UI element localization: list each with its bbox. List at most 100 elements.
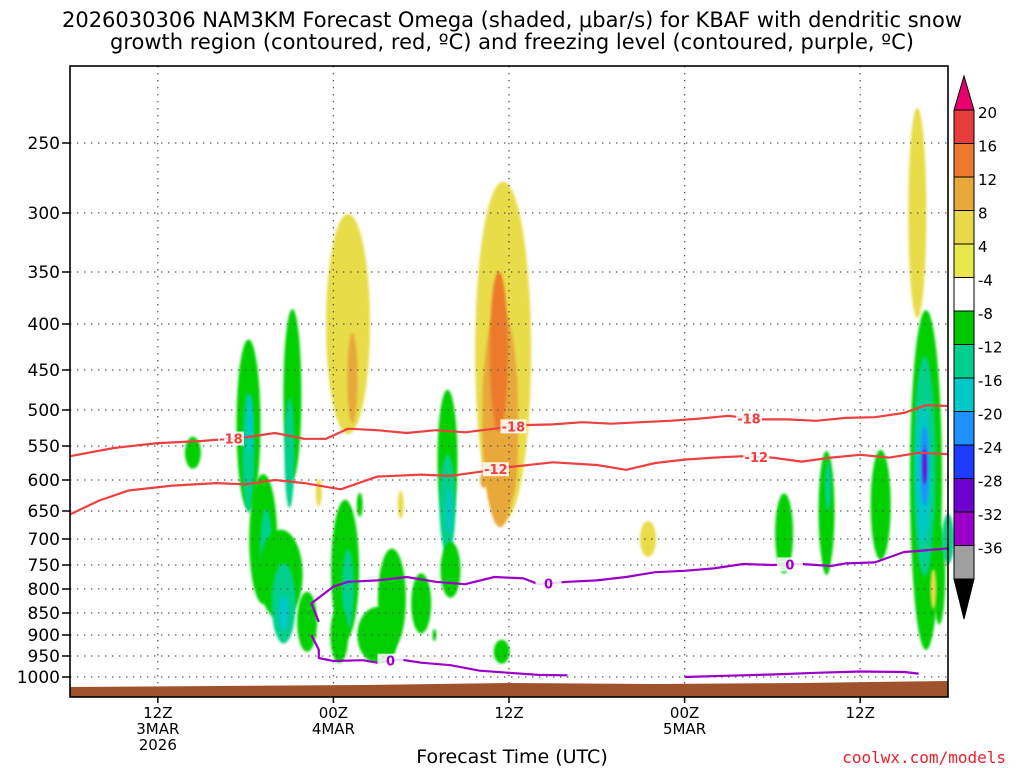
x-tick-label-6-2: 2026 bbox=[139, 736, 177, 754]
contour-label-bg-5 bbox=[535, 576, 562, 591]
terrain-ground bbox=[70, 681, 948, 697]
contour-label-3: -12 bbox=[484, 463, 508, 478]
colorbar-segment-6 bbox=[953, 277, 975, 312]
y-tick-label-850: 850 bbox=[28, 604, 60, 624]
x-axis-label: Forecast Time (UTC) bbox=[416, 746, 608, 768]
x-tick-label-30-0: 12Z bbox=[494, 704, 523, 722]
omega-region-18 bbox=[342, 549, 354, 629]
colorbar-label-4: 4 bbox=[978, 238, 988, 256]
x-tick-label-6-1: 3MAR bbox=[136, 720, 179, 738]
omega-region-10 bbox=[278, 595, 289, 631]
colorbar-bottom-arrow bbox=[953, 578, 975, 620]
colorbar-segment-1 bbox=[953, 109, 975, 144]
colorbar-top-arrow bbox=[953, 74, 975, 111]
x-tick-label-6-0: 12Z bbox=[143, 704, 172, 722]
colorbar-segment-2 bbox=[953, 143, 975, 178]
y-tick-label-450: 450 bbox=[28, 361, 60, 381]
colorbar-segment-13 bbox=[953, 511, 975, 546]
y-tick-label-700: 700 bbox=[28, 530, 60, 550]
colorbar: 20 16 12 8 4 -4 -8 -12 -16 -20 -24 -28 -32 -36 bbox=[953, 74, 1003, 620]
omega-region-15 bbox=[356, 492, 363, 517]
omega-region-40 bbox=[870, 449, 891, 560]
x-tick-label-18-0: 00Z bbox=[319, 704, 348, 722]
y-tick-label-550: 550 bbox=[28, 437, 60, 457]
contour-label-bg-0 bbox=[217, 431, 244, 446]
colorbar-label-13: -36 bbox=[978, 540, 1003, 558]
omega-region-13 bbox=[347, 333, 358, 423]
colorbar-label-2: 12 bbox=[978, 171, 997, 189]
contour-line--18-0 bbox=[69, 404, 949, 458]
colorbar-segment-4 bbox=[953, 210, 975, 245]
colorbar-label-1: 16 bbox=[978, 138, 997, 156]
omega-region-16 bbox=[397, 490, 404, 519]
y-tick-label-300: 300 bbox=[28, 204, 60, 224]
contour-label-7: 0 bbox=[386, 655, 395, 670]
colorbar-segment-14 bbox=[953, 545, 975, 580]
contour-label-bg-2 bbox=[735, 411, 762, 426]
contour-label-1: -18 bbox=[502, 420, 526, 435]
y-tick-label-1000: 1000 bbox=[17, 668, 60, 688]
x-tick-label-42-0: 00Z bbox=[670, 704, 699, 722]
contour-line-0-2 bbox=[310, 547, 949, 623]
y-tick-label-650: 650 bbox=[28, 502, 60, 522]
contour-line--12-1 bbox=[69, 451, 949, 516]
colorbar-segment-11 bbox=[953, 444, 975, 479]
colorbar-segment-8 bbox=[953, 344, 975, 379]
omega-region-0 bbox=[184, 436, 201, 469]
contour-label-4: -12 bbox=[745, 451, 769, 466]
contour-label-6: 0 bbox=[785, 558, 794, 573]
y-tick-label-800: 800 bbox=[28, 580, 60, 600]
colorbar-label-3: 8 bbox=[978, 205, 988, 223]
colorbar-label-9: -20 bbox=[978, 406, 1003, 424]
y-tick-label-950: 950 bbox=[28, 647, 60, 667]
colorbar-label-11: -28 bbox=[978, 473, 1003, 491]
colorbar-label-10: -24 bbox=[978, 439, 1003, 457]
omega-region-31 bbox=[489, 271, 508, 432]
contour-line-0-4 bbox=[684, 670, 919, 679]
omega-region-12 bbox=[326, 214, 370, 434]
x-tick-label-18-1: 4MAR bbox=[312, 720, 355, 738]
omega-region-38 bbox=[825, 461, 831, 512]
colorbar-label-7: -12 bbox=[978, 339, 1003, 357]
omega-region-19 bbox=[330, 607, 349, 663]
omega-region-36 bbox=[775, 493, 794, 574]
colorbar-label-12: -32 bbox=[978, 506, 1003, 524]
omega-region-34 bbox=[493, 639, 510, 664]
grid-lines bbox=[70, 66, 948, 697]
x-tick-label-42-1: 5MAR bbox=[663, 720, 706, 738]
colorbar-label-8: -16 bbox=[978, 372, 1003, 390]
contour-label-bg-3 bbox=[482, 462, 509, 477]
omega-region-7 bbox=[284, 397, 295, 508]
credit-link[interactable]: coolwx.com/models bbox=[842, 748, 1006, 767]
colorbar-segment-7 bbox=[953, 310, 975, 345]
colorbar-segment-9 bbox=[953, 377, 975, 412]
omega-region-45 bbox=[922, 448, 927, 485]
colorbar-segment-12 bbox=[953, 478, 975, 513]
contour-label-bg-1 bbox=[500, 419, 527, 434]
omega-region-14 bbox=[315, 478, 322, 507]
colorbar-label-6: -8 bbox=[978, 305, 993, 323]
y-axis-ticks: 2503003504004505005506006507007508008509… bbox=[17, 134, 70, 688]
omega-region-47 bbox=[930, 569, 937, 609]
omega-region-3 bbox=[247, 394, 253, 455]
contour-label-bg-4 bbox=[743, 449, 770, 464]
y-tick-label-500: 500 bbox=[28, 401, 60, 421]
contour-label-2: -18 bbox=[737, 412, 761, 427]
omega-region-21 bbox=[411, 573, 432, 634]
chart-title-line-1: 2026030306 NAM3KM Forecast Omega (shaded… bbox=[61, 8, 963, 32]
y-tick-label-600: 600 bbox=[28, 471, 60, 491]
y-tick-label-250: 250 bbox=[28, 134, 60, 154]
colorbar-label-0: 20 bbox=[978, 104, 997, 122]
omega-region-35 bbox=[640, 521, 656, 557]
colorbar-segment-5 bbox=[953, 243, 975, 278]
x-tick-label-54-0: 12Z bbox=[846, 704, 875, 722]
chart-title-line-2: growth region (contoured, red, ºC) and f… bbox=[110, 30, 914, 54]
terrain-ground-fill bbox=[70, 681, 948, 697]
omega-region-27 bbox=[440, 541, 461, 598]
y-tick-label-350: 350 bbox=[28, 263, 60, 283]
colorbar-segment-3 bbox=[953, 176, 975, 211]
contour-label-bg-6 bbox=[776, 557, 803, 572]
contours: -18 -18 -18 -12 -12 0 0 0 bbox=[69, 404, 949, 679]
